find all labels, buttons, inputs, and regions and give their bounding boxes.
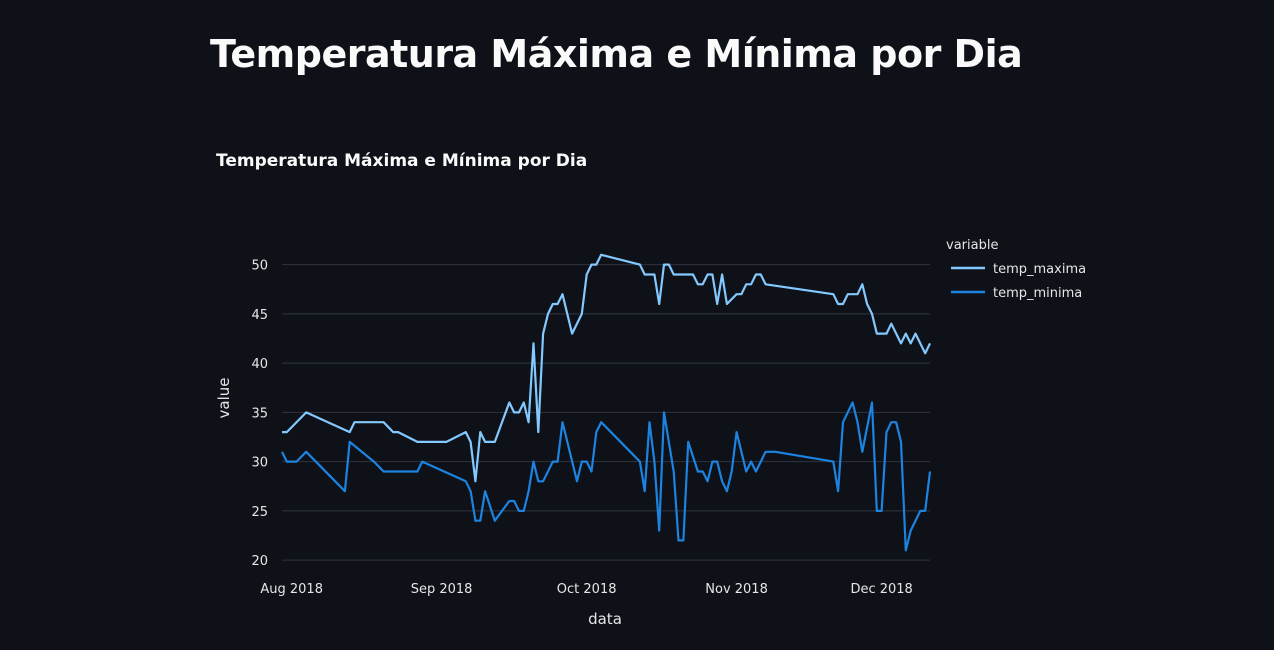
page-title: Temperatura Máxima e Mínima por Dia bbox=[210, 32, 1023, 76]
x-axis-title: data bbox=[588, 610, 622, 628]
y-tick-label: 35 bbox=[251, 406, 268, 421]
series-lines[interactable] bbox=[281, 253, 932, 552]
y-axis-title: value bbox=[215, 378, 233, 419]
legend-title: variable bbox=[946, 238, 998, 253]
x-axis-ticks: Aug 2018 Sep 2018 Oct 2018 Nov 2018 Dec 2018 bbox=[260, 582, 912, 597]
legend[interactable]: variable temp_maxima temp_minima bbox=[946, 238, 1086, 301]
x-tick-label: Sep 2018 bbox=[411, 582, 473, 597]
y-tick-label: 50 bbox=[251, 259, 268, 274]
legend-label: temp_maxima bbox=[993, 262, 1086, 277]
x-tick-label: Aug 2018 bbox=[260, 582, 323, 597]
legend-item-temp_maxima[interactable]: temp_maxima bbox=[951, 262, 1086, 277]
legend-item-temp_minima[interactable]: temp_minima bbox=[951, 286, 1082, 301]
y-tick-label: 40 bbox=[251, 357, 268, 372]
x-tick-label: Dec 2018 bbox=[850, 582, 912, 597]
series-line-temp_minima[interactable] bbox=[281, 401, 932, 552]
series-line-temp_maxima[interactable] bbox=[282, 253, 931, 483]
legend-label: temp_minima bbox=[993, 286, 1082, 301]
y-axis-ticks: 20 25 30 35 40 45 50 bbox=[251, 259, 268, 570]
y-tick-label: 30 bbox=[251, 456, 268, 471]
chart-title: Temperatura Máxima e Mínima por Dia bbox=[216, 151, 587, 171]
grid-lines bbox=[282, 264, 930, 561]
x-tick-label: Oct 2018 bbox=[557, 582, 617, 597]
y-tick-label: 45 bbox=[251, 308, 268, 323]
y-tick-label: 20 bbox=[251, 554, 268, 569]
y-tick-label: 25 bbox=[251, 505, 268, 520]
x-tick-label: Nov 2018 bbox=[705, 582, 768, 597]
